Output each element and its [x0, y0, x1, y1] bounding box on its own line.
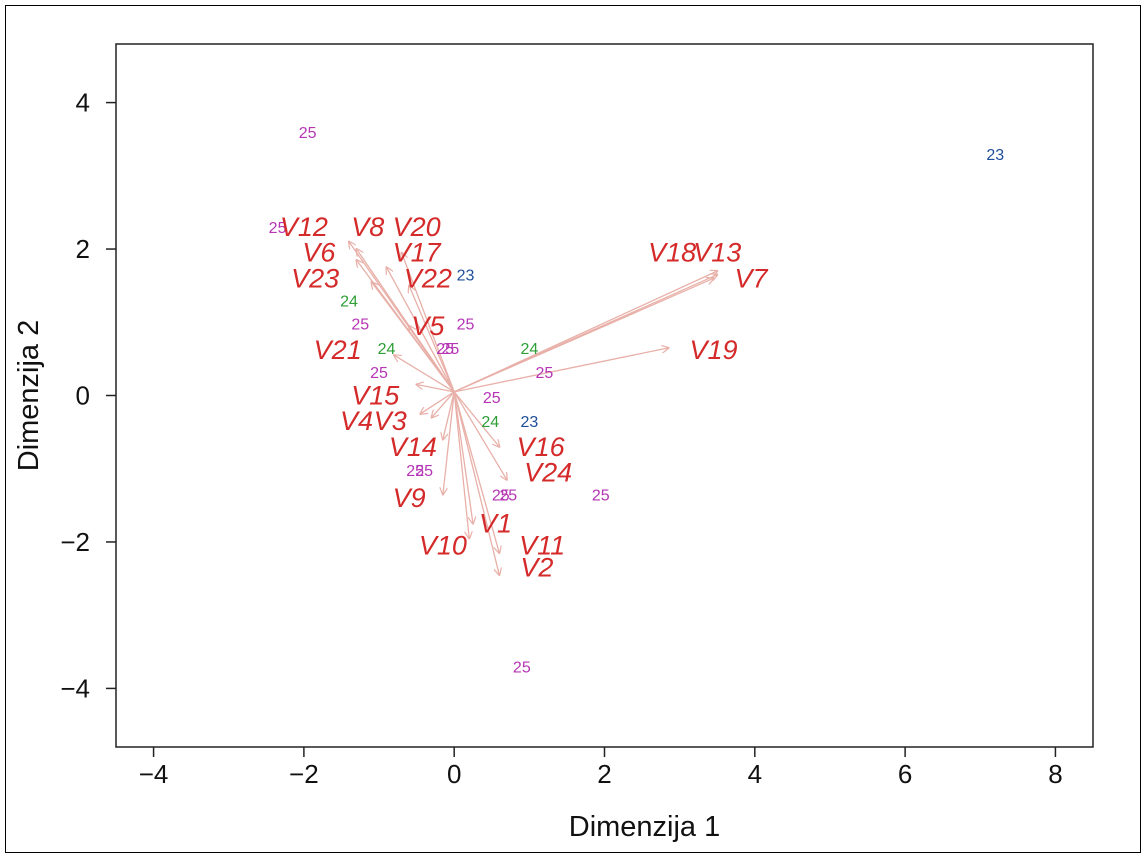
observation-label: 25	[535, 365, 553, 382]
observation-label: 25	[483, 390, 501, 407]
observation-label: 25	[592, 487, 610, 504]
variable-label: V4	[340, 406, 373, 436]
x-tick-label: −2	[289, 759, 319, 789]
loading-arrow	[453, 391, 499, 447]
y-tick-label: −2	[60, 527, 90, 557]
loading-arrow	[420, 391, 455, 414]
observation-label: 25	[351, 317, 369, 334]
loading-arrow	[409, 286, 455, 393]
loading-arrow	[453, 391, 499, 575]
observation-label: 25	[370, 365, 388, 382]
observation-label: 23	[457, 268, 475, 285]
observation-label: 25	[299, 125, 317, 142]
y-tick-label: −4	[60, 673, 90, 703]
loading-arrow	[453, 391, 499, 553]
loading-arrow	[453, 391, 507, 480]
loading-arrows	[349, 242, 717, 575]
loading-arrow	[417, 385, 455, 393]
loading-arrow	[453, 271, 717, 393]
loading-arrow	[453, 278, 713, 393]
loading-arrow	[409, 326, 455, 393]
observation-label: 25	[415, 463, 433, 480]
variable-label: V10	[419, 531, 467, 561]
variable-label: V13	[693, 238, 741, 268]
observation-label: 24	[340, 293, 358, 310]
variable-label: V20	[393, 212, 441, 242]
variable-label: V5	[411, 311, 445, 341]
y-axis-title: Dimenzija 2	[13, 320, 45, 472]
loading-arrow	[454, 348, 668, 393]
observation-label: 25	[513, 659, 531, 676]
plot-area	[115, 43, 1094, 748]
variable-label: V24	[524, 457, 572, 487]
variable-label: V3	[374, 406, 407, 436]
observation-label: 25	[436, 341, 454, 358]
x-tick-label: 8	[1048, 759, 1062, 789]
variable-label: V19	[689, 335, 737, 365]
variable-label: V15	[351, 381, 400, 411]
x-tick-label: 0	[447, 759, 461, 789]
variable-label: V17	[393, 238, 442, 268]
figure-frame: 25 23 25 23 24 25 25 24 25 25 24 25 25 25 24 23 25 25 25 25…	[5, 5, 1141, 853]
variable-label: V12	[280, 212, 328, 242]
loading-arrow	[387, 267, 455, 393]
y-tick-label: 2	[76, 234, 90, 264]
variable-label: V18	[648, 238, 696, 268]
observation-label: 24	[520, 341, 538, 358]
observation-label: 25	[457, 317, 475, 334]
loading-arrow	[402, 253, 455, 393]
y-axis: −4 −2 0 2 4	[60, 88, 116, 703]
loading-arrow	[443, 391, 455, 440]
variable-label: V7	[735, 263, 769, 293]
observation-label: 25	[492, 487, 510, 504]
variable-label: V1	[479, 509, 512, 539]
variable-label: V11	[519, 531, 565, 561]
observation-label: 23	[986, 147, 1004, 164]
observation-label: 24	[378, 341, 396, 358]
variable-label: V21	[314, 335, 362, 365]
variable-label: V16	[517, 432, 566, 462]
variable-label: V22	[404, 263, 452, 293]
loading-arrow	[372, 282, 455, 393]
loading-arrow	[443, 391, 455, 495]
loading-arrow	[394, 355, 455, 393]
observation-label: 24	[481, 414, 499, 431]
x-tick-label: 2	[597, 759, 611, 789]
variable-label: V14	[389, 432, 437, 462]
variable-label: V23	[291, 263, 339, 293]
variable-label: V6	[302, 238, 336, 268]
x-axis-title: Dimenzija 1	[569, 811, 721, 843]
x-tick-label: 6	[898, 759, 912, 789]
observation-label: 25	[499, 487, 517, 504]
x-tick-label: −4	[139, 759, 169, 789]
y-tick-label: 4	[76, 88, 90, 118]
variable-label: V2	[520, 553, 553, 583]
x-axis: −4 −2 0 2 4 6 8	[139, 747, 1063, 789]
observation-label: 25	[269, 220, 287, 237]
x-tick-label: 4	[748, 759, 762, 789]
y-tick-label: 0	[76, 381, 90, 411]
variable-label: V9	[393, 483, 426, 513]
loading-arrow	[453, 391, 469, 538]
loading-arrow	[453, 391, 473, 524]
observation-label: 23	[520, 414, 538, 431]
loading-arrow	[432, 391, 455, 418]
variable-label: V8	[351, 212, 384, 242]
observation-label: 25	[442, 341, 460, 358]
observation-label: 25	[406, 463, 424, 480]
